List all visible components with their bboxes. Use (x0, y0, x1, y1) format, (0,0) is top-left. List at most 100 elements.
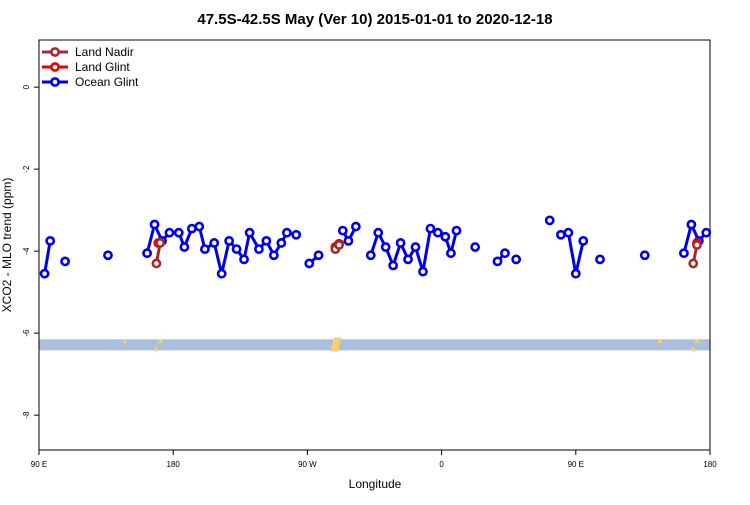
data-point (403, 254, 413, 265)
data-point (209, 238, 220, 248)
data-point (45, 235, 56, 246)
data-point (679, 248, 689, 259)
land-mark (691, 347, 696, 352)
data-point (186, 223, 197, 234)
data-point (373, 227, 384, 238)
data-point (395, 238, 406, 248)
legend-label: Land Glint (75, 60, 130, 74)
data-point (692, 240, 702, 250)
y-tick-label: -2 (22, 165, 31, 173)
series-ocean-glint (39, 215, 712, 279)
data-point (179, 242, 190, 252)
data-point (239, 254, 249, 265)
data-point (149, 219, 160, 230)
data-point (451, 225, 462, 236)
y-tick-label: -4 (22, 247, 31, 255)
series-line (43, 240, 52, 274)
data-point (231, 244, 242, 254)
data-point (142, 248, 153, 259)
data-point (224, 235, 235, 246)
data-point (418, 266, 428, 277)
x-tick-label: 90 W (298, 460, 317, 469)
land-mark (330, 337, 342, 352)
data-point (244, 227, 255, 238)
legend-label: Ocean Glint (75, 75, 139, 89)
data-point (563, 227, 574, 238)
y-tick-label: -8 (22, 411, 31, 419)
legend-entry: Ocean Glint (42, 75, 139, 89)
y-tick-label: 0 (22, 84, 31, 89)
data-point (276, 238, 287, 248)
data-point (432, 227, 443, 238)
data-point (380, 242, 391, 252)
x-tick-label: 0 (439, 460, 444, 469)
data-point (440, 231, 451, 242)
data-point (304, 258, 315, 269)
land-mark (122, 339, 127, 344)
data-point (470, 242, 481, 252)
land-mark (694, 339, 699, 344)
x-ticks: 90 E 180 90 W 0 90 E 180 (31, 450, 717, 469)
data-point (199, 244, 210, 254)
data-point (194, 221, 205, 232)
data-point (388, 260, 399, 271)
data-point (334, 240, 344, 250)
land-mark (657, 339, 662, 344)
y-tick-label: -6 (22, 329, 31, 337)
legend-marker (50, 47, 60, 57)
data-point (686, 219, 697, 230)
data-point (639, 250, 650, 261)
data-point (425, 223, 436, 234)
legend-label: Land Nadir (75, 45, 134, 59)
legend-marker (50, 62, 60, 72)
data-point (688, 258, 699, 269)
data-point (350, 221, 361, 232)
y-ticks: 0 -2 -4 -6 -8 (22, 84, 39, 419)
x-tick-label: 180 (703, 460, 717, 469)
data-point (570, 268, 581, 279)
data-point (151, 258, 162, 269)
land-mark (154, 347, 159, 352)
x-tick-label: 180 (167, 460, 181, 469)
data-point (281, 227, 292, 238)
data-point (155, 238, 166, 248)
data-point (500, 248, 510, 259)
y-axis-label: XCO2 - MLO trend (ppm) (0, 178, 14, 313)
data-point (164, 227, 175, 238)
data-point (173, 227, 184, 238)
series-line (682, 223, 708, 254)
legend-marker (50, 77, 60, 87)
data-point (511, 254, 522, 265)
data-point (555, 229, 566, 240)
data-point (254, 244, 264, 254)
data-point (216, 268, 227, 279)
data-point (337, 225, 348, 236)
data-point (578, 235, 589, 246)
data-point (365, 250, 376, 261)
data-point (261, 235, 272, 246)
x-axis-label: Longitude (349, 477, 402, 491)
chart-title: 47.5S-42.5S May (Ver 10) 2015-01-01 to 2… (197, 11, 552, 28)
land-mark (158, 339, 163, 344)
data-point (343, 235, 354, 246)
data-point (492, 256, 503, 267)
series-land-nadir (151, 238, 702, 269)
legend-entry: Land Nadir (42, 45, 134, 59)
data-point (544, 215, 555, 226)
legend-entry: Land Glint (42, 60, 130, 74)
data-point (291, 229, 302, 240)
data-point (268, 250, 279, 261)
data-point (39, 268, 50, 279)
band-layer (39, 339, 710, 351)
data-point (446, 248, 456, 259)
x-tick-label: 90 E (31, 460, 47, 469)
data-point (60, 256, 70, 267)
land-marks-layer (122, 337, 699, 352)
x-tick-label: 90 E (568, 460, 584, 469)
series-layer (39, 215, 712, 279)
data-point (313, 250, 324, 261)
data-point (103, 250, 113, 261)
